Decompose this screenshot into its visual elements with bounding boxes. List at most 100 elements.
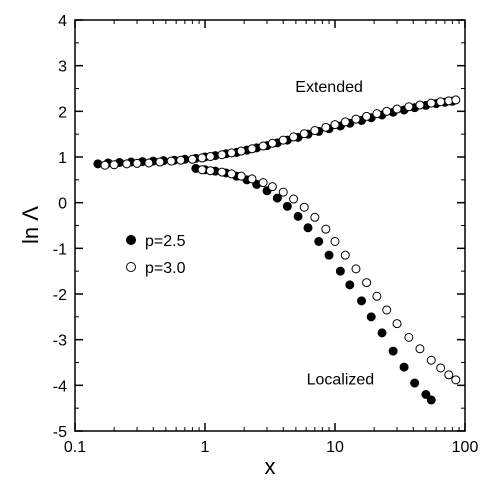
point-p3-0-extended [205, 152, 215, 162]
point-p3-0-extended [166, 156, 176, 166]
point-p3-0-extended [247, 144, 257, 154]
point-p3-0-localized [340, 250, 350, 260]
point-p3-0-extended [236, 146, 246, 156]
point-p3-0-extended [392, 104, 402, 114]
point-p3-0-localized [404, 332, 414, 342]
legend-marker-p3-0 [126, 262, 136, 272]
annotation-localized: Localized [307, 372, 375, 389]
point-p3-0-localized [330, 236, 340, 246]
y-tick-label: 1 [58, 150, 67, 167]
point-p3-0-extended [321, 122, 331, 132]
point-p3-0-extended [176, 155, 186, 165]
point-p2-5-localized [282, 201, 292, 211]
y-axis-label: ln Λ [18, 206, 43, 244]
point-p3-0-extended [330, 120, 340, 130]
point-p2-5-localized [366, 312, 376, 322]
y-tick-label: 3 [58, 59, 67, 76]
point-p3-0-extended [404, 102, 414, 112]
point-p3-0-localized [415, 344, 425, 354]
point-p3-0-extended [132, 158, 142, 168]
point-p3-0-localized [299, 202, 309, 212]
point-p3-0-extended [187, 154, 197, 164]
point-p3-0-localized [197, 165, 207, 175]
point-p2-5-localized [272, 193, 282, 203]
point-p3-0-localized [217, 167, 227, 177]
point-p2-5-localized [303, 223, 313, 233]
point-p3-0-localized [278, 187, 288, 197]
point-p3-0-extended [436, 97, 446, 107]
point-p3-0-localized [236, 171, 246, 181]
y-tick-label: -4 [53, 378, 67, 395]
point-p3-0-extended [351, 114, 361, 124]
point-p2-5-localized [357, 296, 367, 306]
point-p3-0-localized [321, 224, 331, 234]
point-p3-0-localized [351, 264, 361, 274]
y-tick-label: -1 [53, 241, 67, 258]
y-tick-label: -5 [53, 424, 67, 441]
point-p3-0-extended [122, 159, 132, 169]
data-points [93, 95, 461, 405]
point-p3-0-extended [258, 141, 268, 151]
legend: p=2.5 p=3.0 [126, 233, 186, 277]
point-p2-5-localized [377, 328, 387, 338]
point-p3-0-localized [362, 278, 372, 288]
point-p3-0-localized [267, 182, 277, 192]
point-p3-0-localized [436, 363, 446, 373]
y-tick-label: -3 [53, 333, 67, 350]
point-p3-0-extended [372, 109, 382, 119]
point-p3-0-extended [278, 135, 288, 145]
point-p3-0-extended [289, 132, 299, 142]
legend-label-p3-0: p=3.0 [145, 260, 186, 277]
point-p3-0-extended [299, 129, 309, 139]
point-p3-0-localized [205, 166, 215, 176]
x-tick-label: 10 [326, 439, 344, 456]
point-p3-0-extended [144, 158, 154, 168]
point-p3-0-localized [227, 169, 237, 179]
point-p3-0-localized [372, 291, 382, 301]
point-p3-0-extended [267, 138, 277, 148]
x-tick-label: 100 [452, 439, 479, 456]
x-axis-ticks: 0.1 1 10 100 [64, 20, 479, 456]
point-p3-0-localized [444, 370, 454, 380]
point-p3-0-extended [451, 95, 461, 105]
point-p3-0-extended [227, 148, 237, 158]
point-p2-5-localized [426, 395, 436, 405]
point-p3-0-extended [382, 106, 392, 116]
point-p3-0-localized [258, 178, 268, 188]
y-tick-label: 4 [58, 13, 67, 30]
y-axis-ticks: -5 -4 -3 -2 -1 0 1 2 3 4 [53, 13, 465, 441]
point-p2-5-localized [345, 280, 355, 290]
point-p3-0-extended [340, 117, 350, 127]
y-tick-label: -2 [53, 287, 67, 304]
legend-marker-p2-5 [126, 235, 136, 245]
annotation-extended: Extended [295, 79, 363, 96]
point-p3-0-extended [197, 153, 207, 163]
point-p3-0-localized [247, 174, 257, 184]
point-p3-0-localized [289, 194, 299, 204]
x-tick-label: 0.1 [64, 439, 86, 456]
point-p3-0-extended [310, 126, 320, 136]
point-p3-0-localized [382, 305, 392, 315]
point-p2-5-localized [314, 236, 324, 246]
point-p2-5-localized [388, 346, 398, 356]
point-p3-0-localized [426, 355, 436, 365]
point-p3-0-extended [100, 160, 110, 170]
point-p3-0-extended [155, 157, 165, 167]
point-p2-5-localized [421, 389, 431, 399]
x-tick-label: 1 [201, 439, 210, 456]
point-p2-5-localized [324, 250, 334, 260]
point-p2-5-localized [410, 378, 420, 388]
y-tick-label: 0 [58, 196, 67, 213]
point-p3-0-extended [415, 100, 425, 110]
point-p3-0-localized [310, 212, 320, 222]
y-tick-label: 2 [58, 104, 67, 121]
point-p2-5-localized [335, 266, 345, 276]
point-p2-5-localized [399, 362, 409, 372]
point-p3-0-extended [362, 111, 372, 121]
point-p3-0-extended [426, 98, 436, 108]
point-p3-0-localized [392, 319, 402, 329]
legend-label-p2-5: p=2.5 [145, 233, 186, 250]
x-axis-label: x [265, 454, 276, 479]
point-p3-0-extended [109, 160, 119, 170]
